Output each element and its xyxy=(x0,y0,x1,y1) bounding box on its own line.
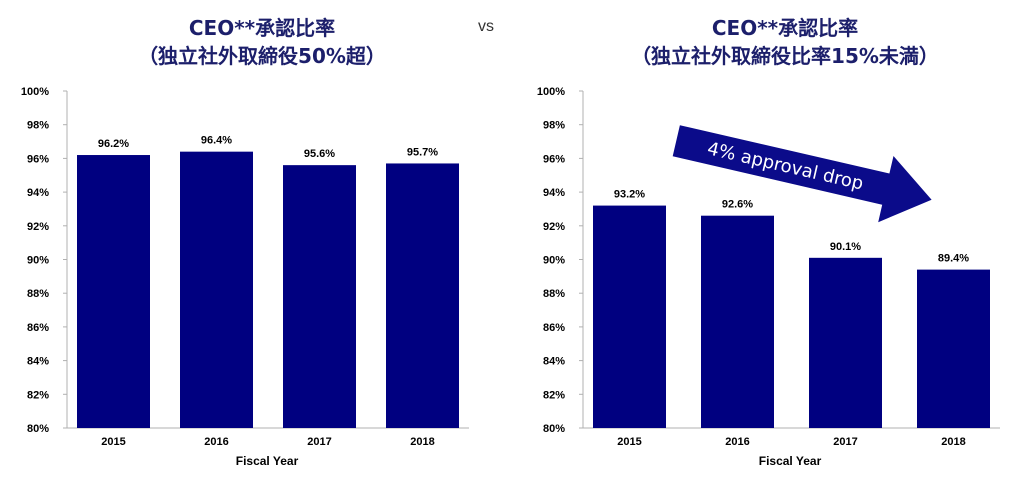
y-tick-label: 96% xyxy=(543,153,565,165)
y-tick-label: 92% xyxy=(543,221,565,233)
y-tick-label: 100% xyxy=(537,86,565,98)
x-tick-label: 2015 xyxy=(101,436,125,448)
left-bar-chart: 80% 82% 84% 86% 88% 90% 92% 94% 96% 98% 100% 96.2% 2… xyxy=(21,86,469,468)
right-title-line1: CEO**承認比率 xyxy=(711,16,859,40)
bar-value-label: 95.6% xyxy=(304,148,335,160)
bar-value-label: 92.6% xyxy=(722,199,753,211)
y-tick-label: 100% xyxy=(21,86,49,98)
bar-2015 xyxy=(593,205,666,428)
x-tick-label: 2016 xyxy=(725,436,749,448)
y-tick-label: 82% xyxy=(543,389,565,401)
y-tick-label: 84% xyxy=(27,356,49,368)
y-tick-label: 94% xyxy=(27,187,49,199)
y-tick-label: 84% xyxy=(543,356,565,368)
left-title-line2: （独立社外取締役50%超） xyxy=(138,44,386,68)
x-tick-label: 2018 xyxy=(410,436,434,448)
vs-label: vs xyxy=(478,18,494,35)
bar-2017 xyxy=(283,165,356,428)
x-tick-label: 2015 xyxy=(617,436,641,448)
y-tick-label: 94% xyxy=(543,187,565,199)
y-tick-label: 90% xyxy=(543,255,565,267)
bar-value-label: 90.1% xyxy=(830,241,861,253)
approval-drop-arrow: 4% approval drop xyxy=(672,125,932,223)
bar-2016 xyxy=(180,151,253,428)
bar-2017 xyxy=(809,257,882,428)
y-tick-label: 90% xyxy=(27,255,49,267)
y-tick-label: 86% xyxy=(543,322,565,334)
bar-value-label: 95.7% xyxy=(407,146,438,158)
bar-2018 xyxy=(917,269,990,428)
y-tick-label: 86% xyxy=(27,322,49,334)
x-tick-label: 2017 xyxy=(833,436,857,448)
bar-2018 xyxy=(386,163,459,428)
y-tick-label: 88% xyxy=(27,288,49,300)
bar-value-label: 93.2% xyxy=(614,189,645,201)
y-tick-label: 80% xyxy=(543,423,565,435)
bar-value-label: 96.2% xyxy=(98,138,129,150)
bar-2015 xyxy=(77,155,150,428)
bar-value-label: 89.4% xyxy=(938,253,969,265)
x-tick-label: 2016 xyxy=(204,436,228,448)
left-chart-title: CEO**承認比率 （独立社外取締役50%超） xyxy=(62,14,462,70)
bar-value-label: 96.4% xyxy=(201,135,232,147)
bar-2016 xyxy=(701,215,774,428)
y-tick-label: 88% xyxy=(543,288,565,300)
x-tick-label: 2018 xyxy=(941,436,965,448)
left-title-line1: CEO**承認比率 xyxy=(188,16,336,40)
y-tick-label: 80% xyxy=(27,423,49,435)
arrow-shape xyxy=(672,125,932,223)
right-title-line2: （独立社外取締役比率15%未満） xyxy=(631,44,939,68)
y-tick-label: 96% xyxy=(27,153,49,165)
right-bar-chart: 80% 82% 84% 86% 88% 90% 92% 94% 96% 98% 100% 93.2% 2… xyxy=(537,86,1000,468)
y-tick-label: 92% xyxy=(27,221,49,233)
y-tick-label: 82% xyxy=(27,389,49,401)
y-tick-label: 98% xyxy=(27,120,49,132)
x-axis-title: Fiscal Year xyxy=(759,454,822,468)
y-tick-label: 98% xyxy=(543,120,565,132)
x-tick-label: 2017 xyxy=(307,436,331,448)
right-chart-title: CEO**承認比率 （独立社外取締役比率15%未満） xyxy=(575,14,995,70)
x-axis-title: Fiscal Year xyxy=(236,454,299,468)
